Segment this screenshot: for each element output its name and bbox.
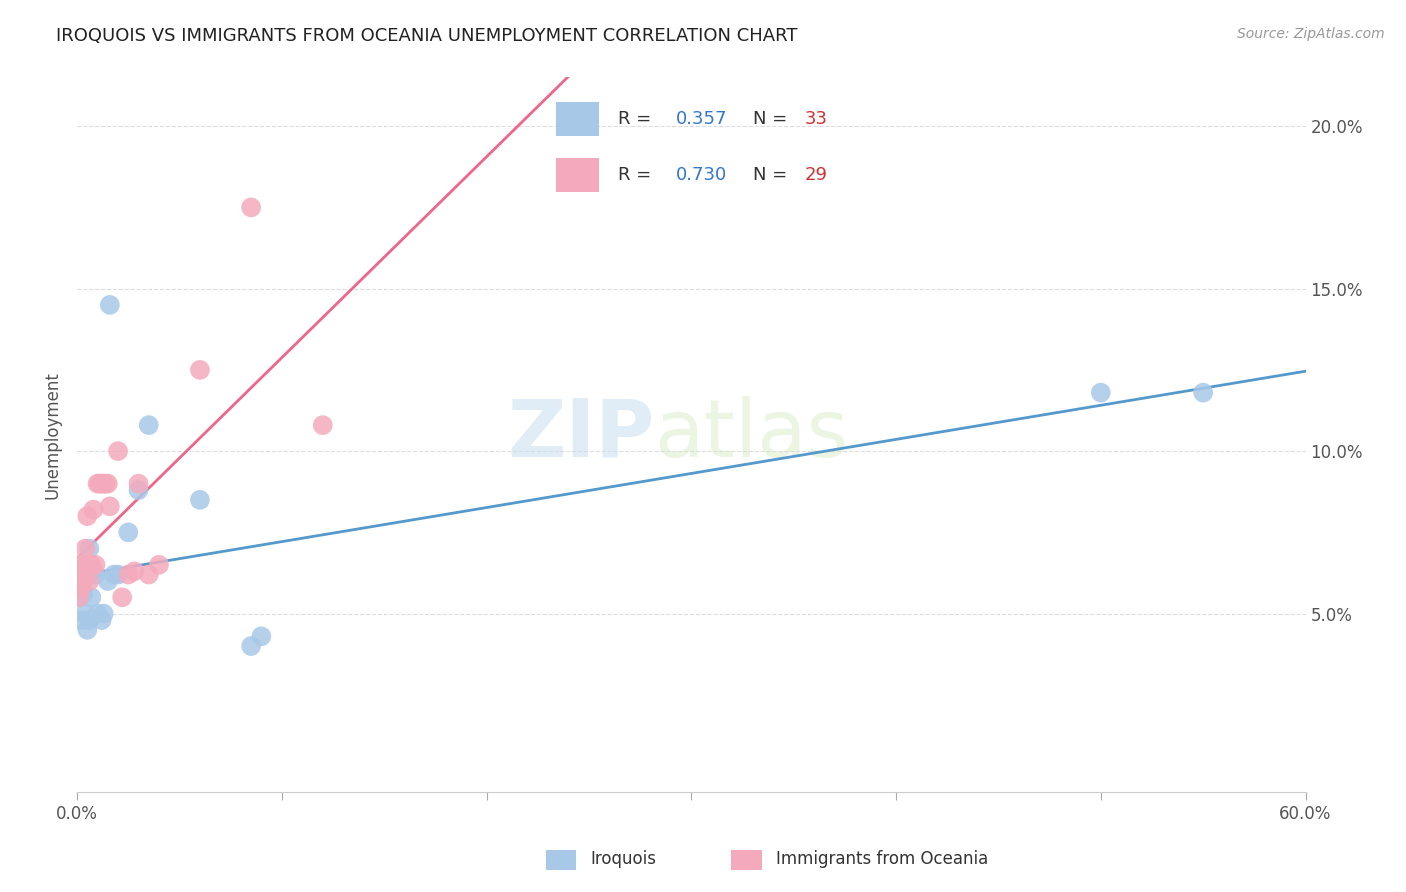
Point: [84, 558, 107, 572]
Point: [76, 567, 98, 582]
Point: [93, 607, 115, 621]
Point: [70, 581, 93, 595]
Y-axis label: Unemployment: Unemployment: [44, 371, 60, 499]
Point: [70, 558, 93, 572]
Text: Source: ZipAtlas.com: Source: ZipAtlas.com: [1237, 27, 1385, 41]
Point: [79, 613, 101, 627]
FancyBboxPatch shape: [546, 849, 576, 870]
Point: [128, 476, 150, 491]
Point: [240, 639, 263, 653]
Point: [97, 574, 120, 588]
Point: [111, 591, 134, 605]
Point: [148, 558, 170, 572]
Point: [70, 613, 93, 627]
Point: [97, 476, 120, 491]
Point: [67, 565, 90, 579]
Point: [188, 363, 211, 377]
Point: [67, 565, 90, 579]
Point: [80, 558, 103, 572]
FancyBboxPatch shape: [731, 849, 762, 870]
Point: [84, 567, 107, 582]
Point: [80, 591, 103, 605]
Point: [75, 607, 97, 621]
Point: [188, 492, 211, 507]
Point: [117, 567, 139, 582]
Point: [67, 591, 90, 605]
Text: atlas: atlas: [654, 396, 849, 474]
Point: [67, 567, 90, 582]
Point: [72, 587, 94, 601]
Point: [79, 541, 101, 556]
Point: [128, 483, 150, 497]
Text: ZIP: ZIP: [508, 396, 654, 474]
Point: [67, 558, 90, 572]
Point: [138, 567, 160, 582]
Point: [72, 558, 94, 572]
Point: [79, 574, 101, 588]
Point: [93, 476, 115, 491]
Point: [70, 581, 93, 595]
Point: [312, 418, 335, 433]
Point: [240, 201, 263, 215]
Point: [124, 565, 146, 579]
Point: [98, 298, 121, 312]
Point: [98, 500, 121, 514]
Text: Iroquois: Iroquois: [591, 849, 657, 868]
Point: [117, 525, 139, 540]
Point: [103, 567, 125, 582]
Point: [67, 591, 90, 605]
Point: [90, 613, 112, 627]
Point: [72, 574, 94, 588]
Point: [89, 476, 111, 491]
Point: [86, 476, 108, 491]
Point: [1192, 385, 1215, 400]
Text: IROQUOIS VS IMMIGRANTS FROM OCEANIA UNEMPLOYMENT CORRELATION CHART: IROQUOIS VS IMMIGRANTS FROM OCEANIA UNEM…: [56, 27, 797, 45]
Point: [82, 565, 104, 579]
Point: [75, 565, 97, 579]
Point: [138, 418, 160, 433]
Point: [67, 574, 90, 588]
Point: [72, 574, 94, 588]
Point: [250, 629, 273, 643]
Point: [76, 509, 98, 524]
Point: [107, 567, 129, 582]
Text: Immigrants from Oceania: Immigrants from Oceania: [776, 849, 988, 868]
Point: [94, 476, 117, 491]
Point: [1090, 385, 1112, 400]
Point: [86, 607, 108, 621]
Point: [107, 444, 129, 458]
Point: [75, 541, 97, 556]
Point: [82, 502, 104, 516]
Point: [76, 623, 98, 637]
Point: [90, 476, 112, 491]
